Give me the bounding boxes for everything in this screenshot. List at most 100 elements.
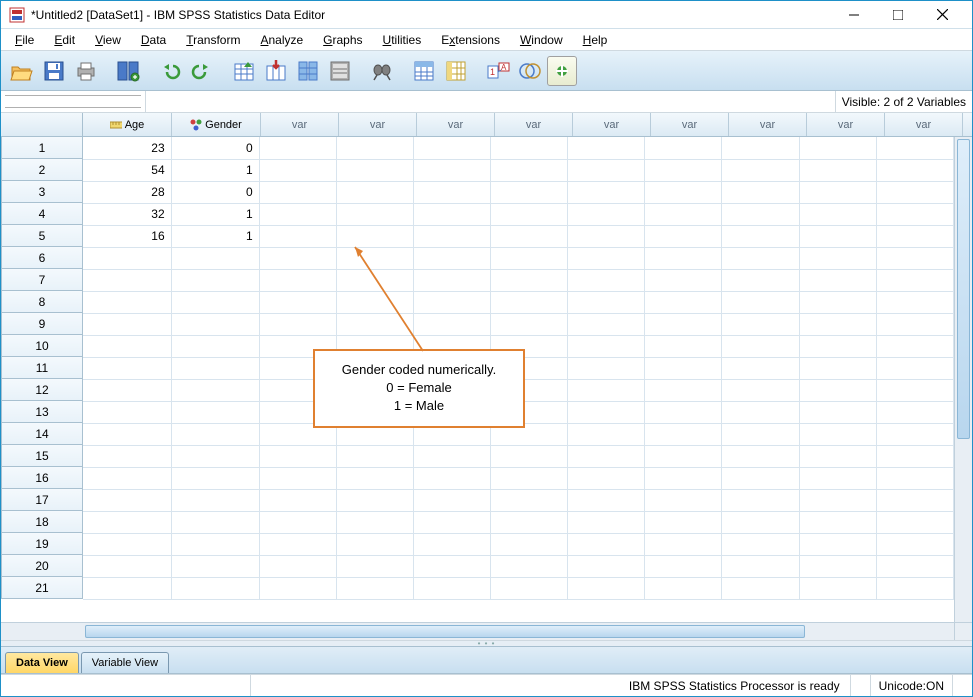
cell[interactable] <box>259 137 336 159</box>
cell[interactable] <box>171 467 259 489</box>
cell[interactable] <box>171 555 259 577</box>
cell[interactable] <box>491 181 568 203</box>
cell[interactable] <box>568 511 645 533</box>
cell[interactable] <box>491 137 568 159</box>
cell[interactable] <box>568 467 645 489</box>
cell[interactable] <box>645 247 722 269</box>
cell[interactable] <box>336 291 413 313</box>
cell[interactable] <box>645 489 722 511</box>
cell[interactable] <box>568 445 645 467</box>
cell[interactable] <box>876 269 953 291</box>
cell[interactable] <box>568 335 645 357</box>
cell[interactable] <box>799 247 876 269</box>
close-button[interactable] <box>920 2 964 28</box>
row-header[interactable]: 14 <box>1 423 83 445</box>
grid-corner[interactable] <box>1 113 83 136</box>
cell[interactable] <box>491 489 568 511</box>
cell[interactable] <box>645 401 722 423</box>
cell[interactable] <box>171 577 259 599</box>
cell[interactable] <box>259 577 336 599</box>
cell[interactable] <box>876 511 953 533</box>
cell[interactable] <box>799 357 876 379</box>
cell[interactable] <box>799 181 876 203</box>
column-header-empty[interactable]: var <box>729 113 807 136</box>
cell[interactable] <box>336 269 413 291</box>
cell[interactable] <box>171 379 259 401</box>
cell[interactable] <box>799 467 876 489</box>
cell[interactable] <box>171 401 259 423</box>
cell[interactable] <box>491 159 568 181</box>
cell[interactable] <box>799 203 876 225</box>
menu-help[interactable]: Help <box>573 31 618 49</box>
row-header[interactable]: 15 <box>1 445 83 467</box>
cell[interactable] <box>336 533 413 555</box>
cell[interactable] <box>876 555 953 577</box>
find-button[interactable] <box>367 56 397 86</box>
cell[interactable]: 1 <box>171 225 259 247</box>
horizontal-scroll-thumb[interactable] <box>85 625 805 638</box>
cell[interactable] <box>171 511 259 533</box>
cell[interactable] <box>413 313 490 335</box>
cell[interactable] <box>722 247 799 269</box>
cell[interactable] <box>171 291 259 313</box>
cell[interactable] <box>491 445 568 467</box>
cell[interactable]: 28 <box>83 181 171 203</box>
row-header[interactable]: 16 <box>1 467 83 489</box>
cell[interactable] <box>722 555 799 577</box>
cell[interactable] <box>722 313 799 335</box>
cell[interactable] <box>413 445 490 467</box>
minimize-button[interactable] <box>832 2 876 28</box>
cell[interactable] <box>83 379 171 401</box>
menu-analyze[interactable]: Analyze <box>250 31 313 49</box>
row-header[interactable]: 3 <box>1 181 83 203</box>
cell[interactable]: 0 <box>171 181 259 203</box>
cell[interactable] <box>799 533 876 555</box>
cell[interactable] <box>336 159 413 181</box>
cells-area[interactable]: 230541280321161 Gender coded numerically… <box>83 137 954 622</box>
cell[interactable] <box>722 357 799 379</box>
cell[interactable] <box>336 247 413 269</box>
cell[interactable] <box>645 313 722 335</box>
undo-button[interactable] <box>155 56 185 86</box>
cell[interactable] <box>491 555 568 577</box>
cell[interactable] <box>722 159 799 181</box>
cell[interactable] <box>336 181 413 203</box>
cell[interactable] <box>413 269 490 291</box>
cell[interactable] <box>171 445 259 467</box>
cell[interactable] <box>568 269 645 291</box>
cell[interactable] <box>799 423 876 445</box>
cell[interactable]: 1 <box>171 159 259 181</box>
column-header-empty[interactable]: var <box>573 113 651 136</box>
cell[interactable] <box>645 467 722 489</box>
cell[interactable] <box>491 467 568 489</box>
cell[interactable] <box>491 247 568 269</box>
cell[interactable] <box>876 467 953 489</box>
row-header[interactable]: 12 <box>1 379 83 401</box>
cell[interactable] <box>645 379 722 401</box>
menu-transform[interactable]: Transform <box>176 31 250 49</box>
menu-view[interactable]: View <box>85 31 131 49</box>
cell[interactable] <box>722 291 799 313</box>
cell[interactable] <box>722 203 799 225</box>
cell[interactable] <box>568 291 645 313</box>
cell[interactable] <box>876 577 953 599</box>
cell[interactable] <box>259 445 336 467</box>
row-header[interactable]: 7 <box>1 269 83 291</box>
cell[interactable] <box>876 401 953 423</box>
cell[interactable] <box>876 247 953 269</box>
cell[interactable] <box>645 291 722 313</box>
cell[interactable] <box>413 247 490 269</box>
cell[interactable] <box>83 533 171 555</box>
cell[interactable] <box>645 137 722 159</box>
menu-graphs[interactable]: Graphs <box>313 31 372 49</box>
cell[interactable] <box>799 225 876 247</box>
row-header[interactable]: 13 <box>1 401 83 423</box>
cell[interactable] <box>413 555 490 577</box>
cell[interactable] <box>568 181 645 203</box>
cell[interactable] <box>413 203 490 225</box>
cell[interactable] <box>171 247 259 269</box>
row-header[interactable]: 1 <box>1 137 83 159</box>
customize-toolbar-button[interactable] <box>547 56 577 86</box>
cell[interactable] <box>259 489 336 511</box>
cell[interactable] <box>413 225 490 247</box>
